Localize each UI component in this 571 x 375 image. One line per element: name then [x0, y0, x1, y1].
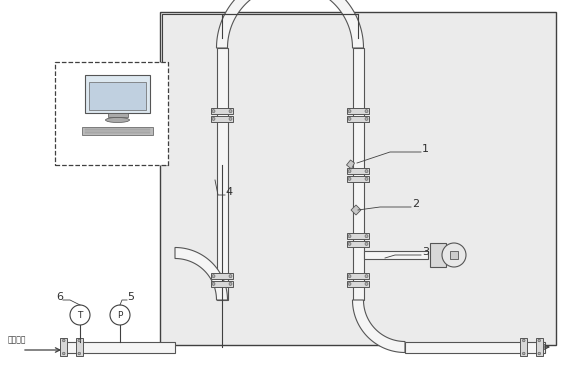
Circle shape — [212, 110, 215, 112]
Circle shape — [365, 274, 368, 278]
Circle shape — [538, 352, 541, 355]
Text: 3: 3 — [422, 247, 429, 257]
Bar — [89, 82, 146, 110]
Bar — [61, 338, 67, 356]
Circle shape — [348, 274, 351, 278]
Bar — [85, 75, 150, 113]
Bar — [160, 12, 556, 345]
Bar — [211, 281, 233, 287]
Circle shape — [365, 177, 368, 180]
Bar — [347, 116, 369, 122]
Circle shape — [348, 282, 351, 285]
Bar — [430, 243, 446, 267]
Circle shape — [538, 339, 541, 342]
Bar — [520, 338, 527, 356]
Text: 1: 1 — [422, 144, 429, 154]
Circle shape — [365, 242, 368, 245]
Bar — [347, 176, 369, 182]
Polygon shape — [216, 0, 364, 48]
Bar — [216, 48, 227, 300]
Circle shape — [78, 352, 81, 355]
Text: 7: 7 — [53, 62, 60, 72]
Bar — [536, 338, 543, 356]
Text: P: P — [117, 310, 123, 320]
Circle shape — [229, 274, 232, 278]
Circle shape — [365, 235, 368, 238]
Circle shape — [348, 235, 351, 238]
Text: 2: 2 — [412, 199, 419, 209]
Bar — [211, 273, 233, 279]
Circle shape — [212, 117, 215, 120]
Circle shape — [348, 177, 351, 180]
Circle shape — [212, 274, 215, 278]
Text: 6: 6 — [56, 292, 63, 302]
Polygon shape — [175, 248, 227, 300]
Bar — [76, 338, 83, 356]
Circle shape — [348, 242, 351, 245]
Circle shape — [365, 282, 368, 285]
Bar — [347, 233, 369, 239]
Bar — [405, 342, 545, 352]
Polygon shape — [347, 160, 355, 169]
Circle shape — [348, 110, 351, 112]
Circle shape — [229, 110, 232, 112]
Bar — [347, 108, 369, 114]
Bar — [352, 48, 364, 300]
Circle shape — [229, 282, 232, 285]
Ellipse shape — [106, 117, 130, 123]
Text: 4: 4 — [225, 187, 232, 197]
Bar — [107, 113, 127, 117]
Circle shape — [348, 170, 351, 172]
Circle shape — [212, 282, 215, 285]
Text: 5: 5 — [127, 292, 134, 302]
Circle shape — [365, 110, 368, 112]
Polygon shape — [351, 205, 361, 215]
Circle shape — [229, 117, 232, 120]
Bar — [211, 108, 233, 114]
Bar — [347, 281, 369, 287]
Bar — [450, 251, 458, 259]
Bar — [211, 116, 233, 122]
Circle shape — [365, 170, 368, 172]
Circle shape — [70, 305, 90, 325]
Circle shape — [365, 117, 368, 120]
Text: 流动方向: 流动方向 — [8, 335, 26, 344]
Bar — [347, 273, 369, 279]
Text: T: T — [77, 310, 83, 320]
Polygon shape — [352, 300, 405, 352]
Circle shape — [62, 339, 65, 342]
Bar — [55, 62, 168, 165]
Circle shape — [522, 339, 525, 342]
Circle shape — [78, 339, 81, 342]
Bar — [347, 168, 369, 174]
Circle shape — [62, 352, 65, 355]
Bar — [82, 127, 153, 135]
Circle shape — [442, 243, 466, 267]
Bar — [364, 251, 428, 259]
Circle shape — [522, 352, 525, 355]
Bar — [65, 342, 175, 352]
Bar — [347, 241, 369, 247]
Circle shape — [348, 117, 351, 120]
Circle shape — [110, 305, 130, 325]
